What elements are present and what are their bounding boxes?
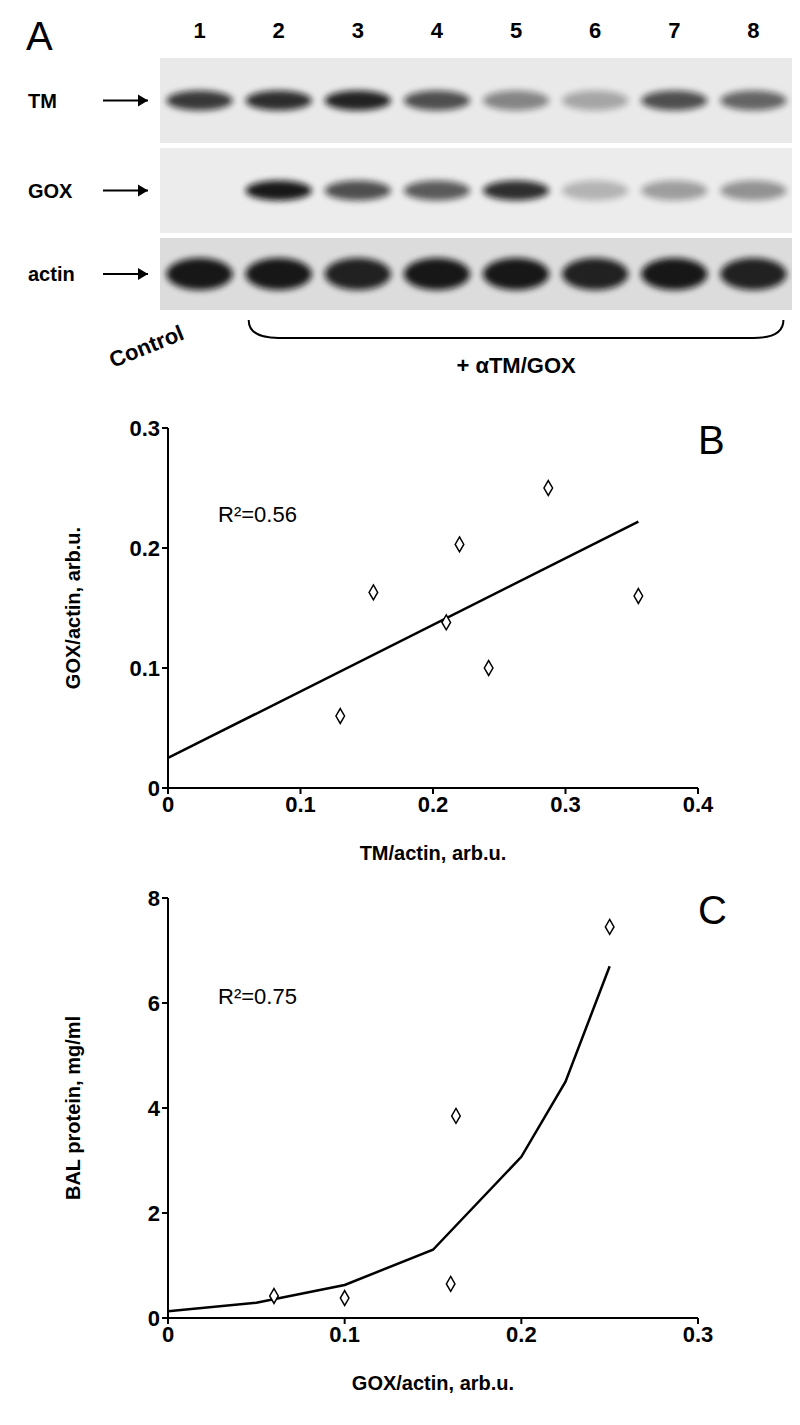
svg-text:1: 1 xyxy=(193,18,205,43)
svg-text:0.2: 0.2 xyxy=(418,792,449,817)
svg-text:4: 4 xyxy=(148,1096,161,1121)
html-text:C: C xyxy=(698,888,727,932)
svg-text:0.1: 0.1 xyxy=(329,1322,360,1347)
svg-text:0: 0 xyxy=(148,1306,160,1331)
svg-text:3: 3 xyxy=(352,18,364,43)
svg-text:0.3: 0.3 xyxy=(129,416,160,441)
svg-text:0.2: 0.2 xyxy=(506,1322,537,1347)
svg-text:8: 8 xyxy=(747,18,759,43)
svg-text:TM: TM xyxy=(28,90,57,112)
svg-text:6: 6 xyxy=(148,991,160,1016)
svg-text:0: 0 xyxy=(162,792,174,817)
svg-text:0.3: 0.3 xyxy=(550,792,581,817)
svg-text:0: 0 xyxy=(162,1322,174,1347)
svg-text:0.1: 0.1 xyxy=(285,792,316,817)
svg-text:BAL protein, mg/ml: BAL protein, mg/ml xyxy=(62,1016,84,1200)
svg-text:0.3: 0.3 xyxy=(683,1322,714,1347)
svg-text:6: 6 xyxy=(589,18,601,43)
svg-text:7: 7 xyxy=(668,18,680,43)
html-text:R²=0.75: R²=0.75 xyxy=(218,984,297,1009)
svg-text:A: A xyxy=(26,14,53,58)
svg-text:2: 2 xyxy=(148,1201,160,1226)
svg-text:GOX/actin, arb.u.: GOX/actin, arb.u. xyxy=(352,1372,514,1394)
svg-text:Control: Control xyxy=(106,320,188,372)
svg-text:+ αTM/GOX: + αTM/GOX xyxy=(456,353,576,378)
svg-text:0.2: 0.2 xyxy=(129,536,160,561)
html-text:R²=0.56: R²=0.56 xyxy=(218,502,297,527)
svg-text:5: 5 xyxy=(510,18,522,43)
svg-text:0.4: 0.4 xyxy=(683,792,714,817)
html-text:B: B xyxy=(698,418,725,462)
svg-text:TM/actin, arb.u.: TM/actin, arb.u. xyxy=(360,842,507,864)
svg-text:GOX: GOX xyxy=(28,180,73,202)
svg-text:0.1: 0.1 xyxy=(129,656,160,681)
svg-text:actin: actin xyxy=(28,263,75,285)
svg-text:8: 8 xyxy=(148,886,160,911)
svg-text:0: 0 xyxy=(148,776,160,801)
svg-text:2: 2 xyxy=(273,18,285,43)
svg-text:GOX/actin, arb.u.: GOX/actin, arb.u. xyxy=(62,527,84,689)
svg-text:4: 4 xyxy=(431,18,444,43)
